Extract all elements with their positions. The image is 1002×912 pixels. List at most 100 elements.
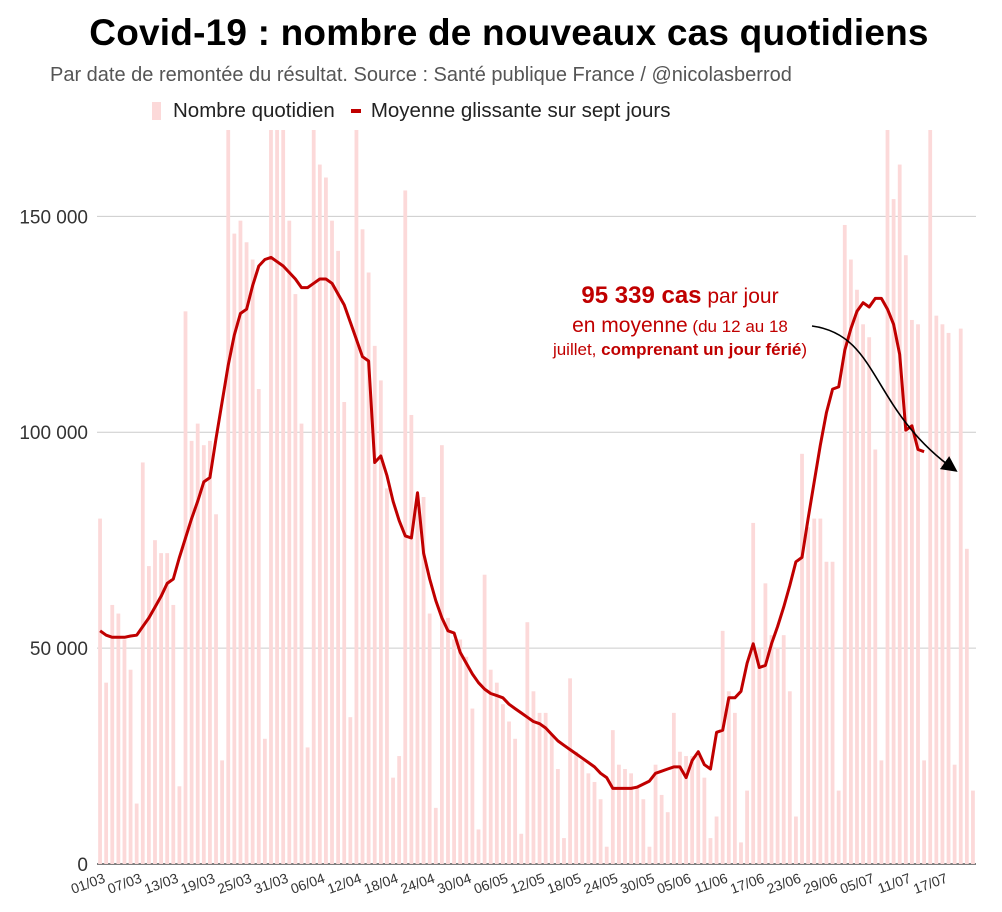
daily-bar [824, 561, 829, 864]
daily-bar [354, 130, 359, 864]
daily-bar [378, 380, 383, 864]
daily-bar [262, 738, 267, 864]
daily-bar [488, 669, 493, 864]
daily-bar [580, 760, 585, 864]
daily-bar [153, 540, 157, 864]
y-tick-label: 150 000 [19, 207, 88, 228]
x-tick-label: 13/03 [142, 870, 181, 897]
daily-bar [476, 829, 481, 864]
daily-bar [971, 790, 975, 864]
x-tick-label: 12/05 [508, 870, 547, 897]
daily-bar [189, 440, 194, 864]
daily-bar [250, 259, 255, 864]
daily-bar [714, 816, 719, 864]
daily-bar [421, 497, 426, 864]
daily-bar [116, 613, 121, 864]
daily-bar [629, 773, 634, 864]
legend-item-daily: Nombre quotidien [152, 99, 335, 123]
x-tick-label: 17/07 [911, 870, 950, 897]
daily-bar [385, 488, 389, 864]
legend-item-average: Moyenne glissante sur sept jours [350, 99, 671, 123]
x-tick-label: 19/03 [179, 870, 218, 897]
daily-bar [958, 328, 963, 864]
daily-bar [617, 764, 621, 864]
daily-bar [403, 190, 408, 865]
daily-bars [98, 130, 975, 865]
daily-bar [226, 130, 231, 864]
daily-bar [348, 717, 353, 864]
annotation-arrow [811, 325, 958, 472]
daily-bar [696, 756, 701, 864]
daily-bar [848, 259, 853, 864]
daily-bar [549, 734, 554, 864]
daily-bar [739, 842, 743, 864]
daily-bar [470, 708, 475, 864]
daily-bar [391, 777, 395, 864]
daily-bar [537, 712, 542, 864]
rolling-average-line [99, 255, 925, 790]
daily-bar [647, 846, 652, 864]
daily-bar [372, 345, 377, 865]
daily-bar [104, 682, 109, 864]
daily-bar [800, 453, 804, 864]
daily-bar [678, 751, 682, 864]
daily-bar [684, 756, 688, 864]
x-tick-label: 30/05 [618, 870, 657, 897]
daily-bar [519, 833, 524, 864]
daily-bar [525, 622, 530, 864]
chart-subtitle: Par date de remontée du résultat. Source… [50, 64, 792, 86]
daily-bar [299, 423, 304, 864]
daily-bar [134, 803, 139, 864]
daily-bar [598, 799, 603, 864]
daily-bar [891, 199, 896, 865]
daily-bar [903, 255, 908, 864]
daily-bar [433, 807, 438, 864]
daily-bar [751, 522, 756, 864]
daily-bar [940, 324, 945, 864]
x-tick-label: 01/03 [69, 870, 108, 897]
daily-bar [195, 423, 200, 864]
daily-bar [867, 337, 872, 864]
daily-bar [305, 747, 310, 864]
daily-bar [623, 769, 627, 864]
daily-bar [665, 812, 670, 864]
daily-bar [732, 712, 737, 864]
daily-bar [610, 730, 615, 864]
x-tick-label: 06/04 [288, 870, 327, 897]
daily-bar [452, 639, 456, 864]
daily-bar [586, 773, 591, 864]
daily-bar [256, 389, 261, 864]
daily-bar [543, 712, 548, 864]
daily-bar [415, 505, 420, 864]
daily-bar [513, 738, 518, 864]
daily-bar [293, 294, 298, 865]
daily-bar [861, 324, 865, 864]
daily-bar [507, 721, 511, 864]
daily-bar [146, 566, 151, 864]
daily-bar [324, 177, 328, 864]
daily-bar [171, 604, 176, 864]
x-tick-label: 17/06 [728, 870, 767, 897]
daily-bar [464, 656, 469, 864]
daily-bar [128, 669, 133, 864]
annotation-line3-small: juillet, [552, 340, 602, 359]
daily-bar [592, 781, 597, 864]
annotation-line2: en moyenne [572, 314, 688, 337]
x-tick-label: 24/04 [398, 870, 437, 897]
x-tick-label: 05/07 [838, 870, 877, 897]
daily-bar [916, 324, 920, 864]
daily-bar [110, 604, 115, 864]
daily-bar [928, 130, 933, 864]
daily-bar [439, 445, 444, 864]
daily-bar [708, 838, 713, 864]
daily-bar [952, 764, 957, 864]
daily-bar [641, 799, 646, 864]
x-tick-label: 18/05 [545, 870, 584, 897]
daily-bar [501, 704, 505, 864]
daily-bar [482, 574, 487, 864]
x-tick-label: 31/03 [252, 870, 291, 897]
daily-bar [458, 639, 463, 864]
legend-bar-swatch [152, 102, 161, 120]
daily-bar [812, 518, 817, 864]
